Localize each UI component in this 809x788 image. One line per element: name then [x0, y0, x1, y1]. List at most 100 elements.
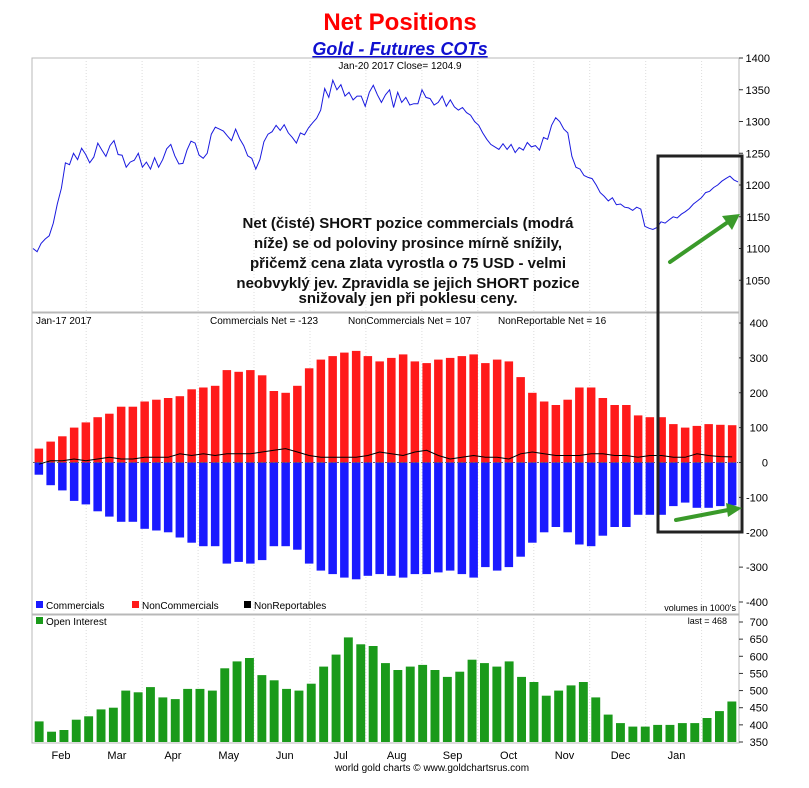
commercials-bar: [281, 462, 290, 547]
commercials-bar: [622, 462, 631, 527]
units-label: volumes in 1000's: [664, 603, 736, 613]
open-interest-bar: [628, 726, 638, 742]
commercials-bar: [469, 462, 478, 578]
commercials-bar: [410, 462, 420, 575]
commercials-bar: [269, 462, 279, 547]
noncommercials-bar: [657, 417, 666, 463]
price-axis-label: 1350: [746, 85, 770, 97]
commercials-bar: [633, 462, 643, 515]
commercials-bar: [199, 462, 208, 547]
month-label: May: [218, 750, 239, 762]
commercials-bar: [234, 462, 243, 562]
oi-axis-label: 650: [750, 634, 768, 646]
noncommercials-bar: [257, 375, 267, 463]
open-interest-bar: [269, 680, 279, 742]
cot-axis-label: -200: [746, 527, 768, 539]
noncommercials-bar: [34, 448, 44, 463]
open-interest-bar: [504, 661, 514, 742]
annotation-line: níže) se od poloviny prosince mírně sníž…: [254, 235, 562, 252]
noncommercials-bar: [340, 352, 349, 463]
open-interest-bar: [245, 658, 254, 742]
commercials-bar: [669, 462, 678, 507]
noncommercials-bar: [598, 398, 608, 463]
cot-axis-label: -300: [746, 562, 768, 574]
price-line: [32, 78, 739, 253]
noncommercials-bar: [58, 436, 67, 463]
commercials-bar: [257, 462, 267, 561]
month-label: Nov: [555, 750, 575, 762]
noncommercials-bar: [387, 357, 396, 463]
commercials-bar: [140, 462, 149, 529]
open-interest-bar: [480, 663, 489, 742]
commercials-bar: [457, 462, 467, 575]
cot-panel-frame: [31, 312, 740, 615]
oi-axis-label: 450: [750, 703, 768, 715]
noncommercials-bar: [692, 425, 702, 463]
open-interest-bar: [727, 701, 737, 742]
commercials-bar: [93, 462, 102, 512]
noncommercials-bar: [669, 424, 678, 463]
chart-title: Net Positions: [323, 9, 476, 36]
noncommercials-bar: [539, 401, 549, 463]
legend-nonreportables: NonReportables: [254, 601, 326, 612]
legend-noncommercials: NonCommercials: [142, 601, 219, 612]
price-axis-label: 1050: [746, 275, 770, 287]
nonreportables-line: [38, 448, 733, 465]
noncommercials-bar: [680, 427, 690, 463]
oi-axis-label: 600: [750, 651, 768, 663]
commercials-bar: [657, 462, 666, 515]
commercials-bar: [551, 462, 561, 527]
commercials-arrow: [674, 503, 742, 522]
noncommercials-bar: [46, 441, 55, 463]
noncommercials-bar: [492, 359, 502, 463]
commercials-bar: [516, 462, 525, 557]
open-interest-bar: [183, 688, 193, 742]
commercials-bar: [351, 462, 361, 580]
noncommercials-bar: [716, 424, 725, 463]
commercials-bar: [34, 462, 44, 475]
oi-panel-frame: [31, 614, 740, 744]
commercials-bar: [81, 462, 91, 505]
commercials-bar: [363, 462, 373, 576]
noncommercials-bar: [69, 427, 79, 463]
month-label: Feb: [52, 750, 71, 762]
noncommercials-bar: [610, 405, 619, 463]
open-interest-bar: [331, 654, 341, 742]
cot-axis-label: 400: [750, 318, 768, 330]
noncommercials-bar: [481, 363, 490, 463]
noncommercials-net-label: NonCommercials Net = 107: [348, 316, 472, 327]
open-interest-bar: [96, 709, 106, 742]
noncommercials-bar: [105, 413, 114, 463]
noncommercials-bar: [469, 354, 478, 463]
open-interest-bar: [306, 683, 316, 742]
annotation-line: Net (čisté) SHORT pozice commercials (mo…: [243, 215, 575, 232]
annotation-line: snižovaly jen při poklesu ceny.: [299, 290, 518, 307]
noncommercials-bar: [422, 363, 431, 463]
open-interest-bar: [368, 646, 378, 742]
open-interest-bar: [616, 723, 625, 742]
commercials-bar: [58, 462, 67, 491]
open-interest-bar: [108, 707, 118, 742]
commercials-bar: [105, 462, 114, 517]
open-interest-bar: [702, 718, 712, 742]
price-arrow-shaft: [668, 220, 730, 264]
open-interest-bar: [47, 731, 56, 742]
noncommercials-bar: [586, 387, 596, 463]
open-interest-bar: [653, 724, 663, 742]
commercials-bar: [163, 462, 173, 533]
noncommercials-bar: [187, 389, 196, 463]
legend-swatch-open-interest: [36, 617, 43, 624]
noncommercials-bar: [434, 359, 443, 463]
commercials-bar: [316, 462, 326, 571]
open-interest-bar: [467, 659, 477, 742]
noncommercials-bar: [575, 387, 584, 463]
commercials-bar: [563, 462, 572, 533]
price-axis-label: 1400: [746, 53, 770, 65]
noncommercials-bar: [128, 406, 138, 463]
open-interest-bar: [405, 666, 415, 742]
noncommercials-bar: [457, 356, 467, 463]
open-interest-bar: [690, 723, 700, 742]
open-interest-bar: [715, 711, 724, 742]
commercials-arrow-head: [726, 503, 742, 517]
